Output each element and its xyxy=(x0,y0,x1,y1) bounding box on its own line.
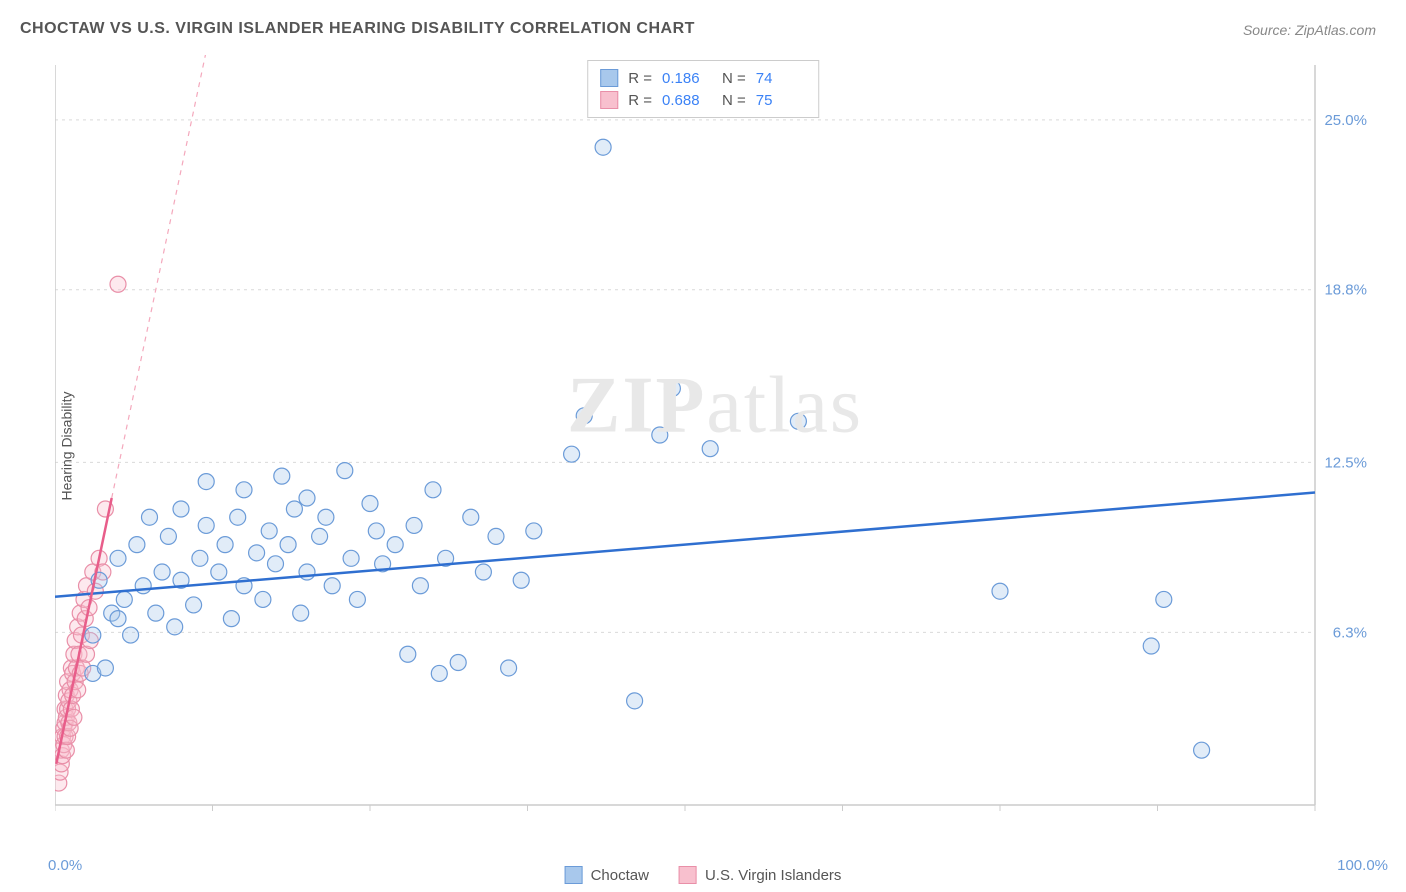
legend-item-usvi: U.S. Virgin Islanders xyxy=(679,866,841,884)
legend-series: Choctaw U.S. Virgin Islanders xyxy=(565,866,842,884)
x-axis-min-label: 0.0% xyxy=(48,857,82,874)
svg-text:6.3%: 6.3% xyxy=(1333,624,1367,641)
legend-label: U.S. Virgin Islanders xyxy=(705,867,841,884)
svg-text:25.0%: 25.0% xyxy=(1324,112,1367,129)
legend-stats-row: R = 0.186 N = 74 xyxy=(600,67,806,89)
plot-area: ZIPatlas 6.3%12.5%18.8%25.0% xyxy=(55,55,1375,835)
svg-text:12.5%: 12.5% xyxy=(1324,454,1367,471)
y-axis-label: Hearing Disability xyxy=(58,392,74,501)
legend-stats-row: R = 0.688 N = 75 xyxy=(600,89,806,111)
legend-label: Choctaw xyxy=(591,867,649,884)
legend-swatch-usvi xyxy=(600,91,618,109)
legend-n-value: 75 xyxy=(756,92,806,109)
legend-r-value: 0.186 xyxy=(662,70,712,87)
scatter-chart: 6.3% 12.5% 18.8% 25.0% xyxy=(55,55,1375,835)
svg-text:18.8%: 18.8% xyxy=(1324,282,1367,299)
chart-title: CHOCTAW VS U.S. VIRGIN ISLANDER HEARING … xyxy=(20,20,695,38)
legend-n-label: N = xyxy=(722,70,746,87)
x-axis-max-label: 100.0% xyxy=(1337,857,1388,874)
legend-swatch-choctaw xyxy=(565,866,583,884)
legend-n-label: N = xyxy=(722,92,746,109)
legend-n-value: 74 xyxy=(756,70,806,87)
legend-r-label: R = xyxy=(628,92,652,109)
source-label: Source: ZipAtlas.com xyxy=(1243,22,1376,38)
legend-r-label: R = xyxy=(628,70,652,87)
legend-swatch-choctaw xyxy=(600,69,618,87)
legend-swatch-usvi xyxy=(679,866,697,884)
legend-stats: R = 0.186 N = 74 R = 0.688 N = 75 xyxy=(587,60,819,118)
legend-item-choctaw: Choctaw xyxy=(565,866,649,884)
legend-r-value: 0.688 xyxy=(662,92,712,109)
